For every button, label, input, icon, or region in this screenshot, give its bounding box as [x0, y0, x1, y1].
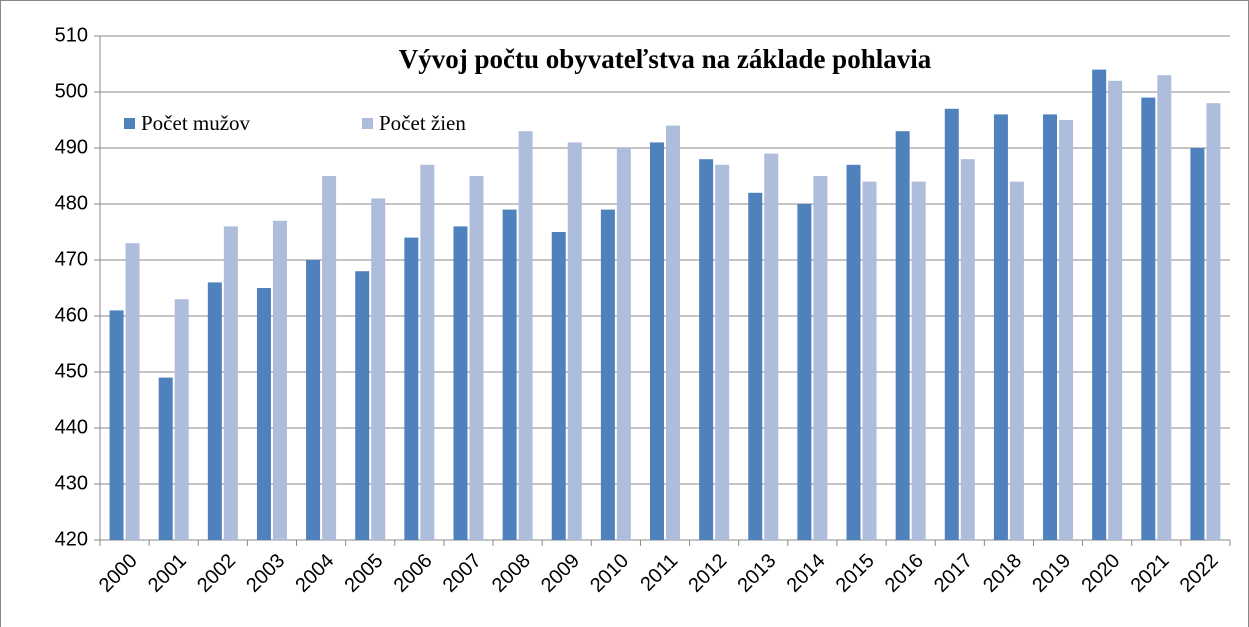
x-tick-label: 2002	[193, 550, 240, 597]
chart-title: Vývoj počtu obyvateľstva na základe pohl…	[399, 44, 932, 74]
bar	[862, 181, 877, 540]
legend-label: Počet mužov	[141, 111, 251, 135]
bar	[306, 260, 321, 540]
x-tick-label: 2004	[291, 550, 338, 597]
bar	[748, 192, 763, 541]
x-tick-label: 2000	[95, 550, 142, 597]
x-tick-label: 2022	[1176, 550, 1223, 597]
x-tick-label: 2005	[340, 550, 387, 597]
bar	[764, 153, 779, 540]
x-tick-label: 2006	[390, 550, 437, 597]
bar	[1190, 148, 1205, 540]
bar	[600, 209, 615, 540]
bar	[404, 237, 419, 540]
bar	[895, 131, 910, 540]
bar	[1092, 69, 1107, 540]
x-tick-label: 2018	[979, 550, 1026, 597]
bar	[797, 204, 812, 540]
x-tick-label: 2014	[783, 550, 830, 597]
bar	[567, 142, 582, 540]
bar	[960, 159, 975, 540]
bar	[616, 148, 631, 540]
bar	[453, 226, 468, 540]
y-tick-label: 460	[55, 304, 88, 326]
bar	[813, 176, 828, 540]
x-tick-label: 2010	[586, 550, 633, 597]
bar	[174, 299, 189, 540]
bar	[911, 181, 926, 540]
bar	[518, 131, 533, 540]
x-tick-label: 2011	[636, 550, 682, 596]
y-tick-label: 430	[55, 472, 88, 494]
y-tick-label: 470	[55, 248, 88, 270]
bar	[1141, 97, 1156, 540]
bar	[666, 125, 680, 540]
bar	[993, 114, 1008, 541]
bar	[420, 164, 435, 541]
bar	[272, 220, 287, 541]
x-tick-label: 2012	[684, 550, 731, 597]
bar	[699, 159, 714, 540]
x-tick-label: 2008	[488, 550, 535, 597]
y-tick-label: 420	[55, 528, 88, 550]
x-tick-label: 2019	[1028, 550, 1075, 597]
bar	[223, 226, 238, 540]
bar	[371, 198, 386, 540]
bar	[1009, 181, 1024, 540]
legend-swatch	[362, 118, 373, 129]
x-tick-label: 2013	[734, 550, 781, 597]
bar	[469, 176, 484, 540]
bar	[502, 209, 517, 540]
x-tick-label: 2001	[144, 550, 191, 597]
x-tick-label: 2003	[242, 550, 289, 597]
y-tick-label: 450	[55, 360, 88, 382]
bar	[551, 232, 566, 540]
bar	[715, 164, 730, 541]
bar	[355, 271, 370, 540]
bar	[846, 164, 861, 541]
bar	[1108, 80, 1123, 541]
bar	[158, 377, 173, 540]
x-tick-label: 2020	[1077, 550, 1124, 597]
legend-label: Počet žien	[379, 111, 466, 135]
y-tick-label: 440	[55, 416, 88, 438]
x-tick-label: 2021	[1127, 550, 1174, 597]
bar	[650, 142, 664, 540]
x-tick-label: 2007	[439, 550, 486, 597]
y-tick-label: 510	[55, 24, 88, 46]
x-tick-label: 2009	[537, 550, 584, 597]
bar	[207, 282, 222, 540]
y-tick-label: 500	[55, 80, 88, 102]
bar	[1059, 120, 1074, 540]
bar	[109, 310, 124, 540]
bar	[322, 176, 337, 540]
x-tick-label: 2017	[930, 550, 977, 597]
bar	[125, 243, 140, 540]
bar	[256, 288, 271, 540]
x-tick-label: 2015	[832, 550, 879, 597]
bar	[1206, 103, 1221, 540]
x-tick-label: 2016	[881, 550, 928, 597]
bar	[1043, 114, 1058, 541]
y-tick-label: 480	[55, 192, 88, 214]
bar	[1157, 75, 1172, 540]
y-tick-label: 490	[55, 136, 88, 158]
bar	[944, 108, 959, 541]
legend-swatch	[124, 118, 135, 129]
